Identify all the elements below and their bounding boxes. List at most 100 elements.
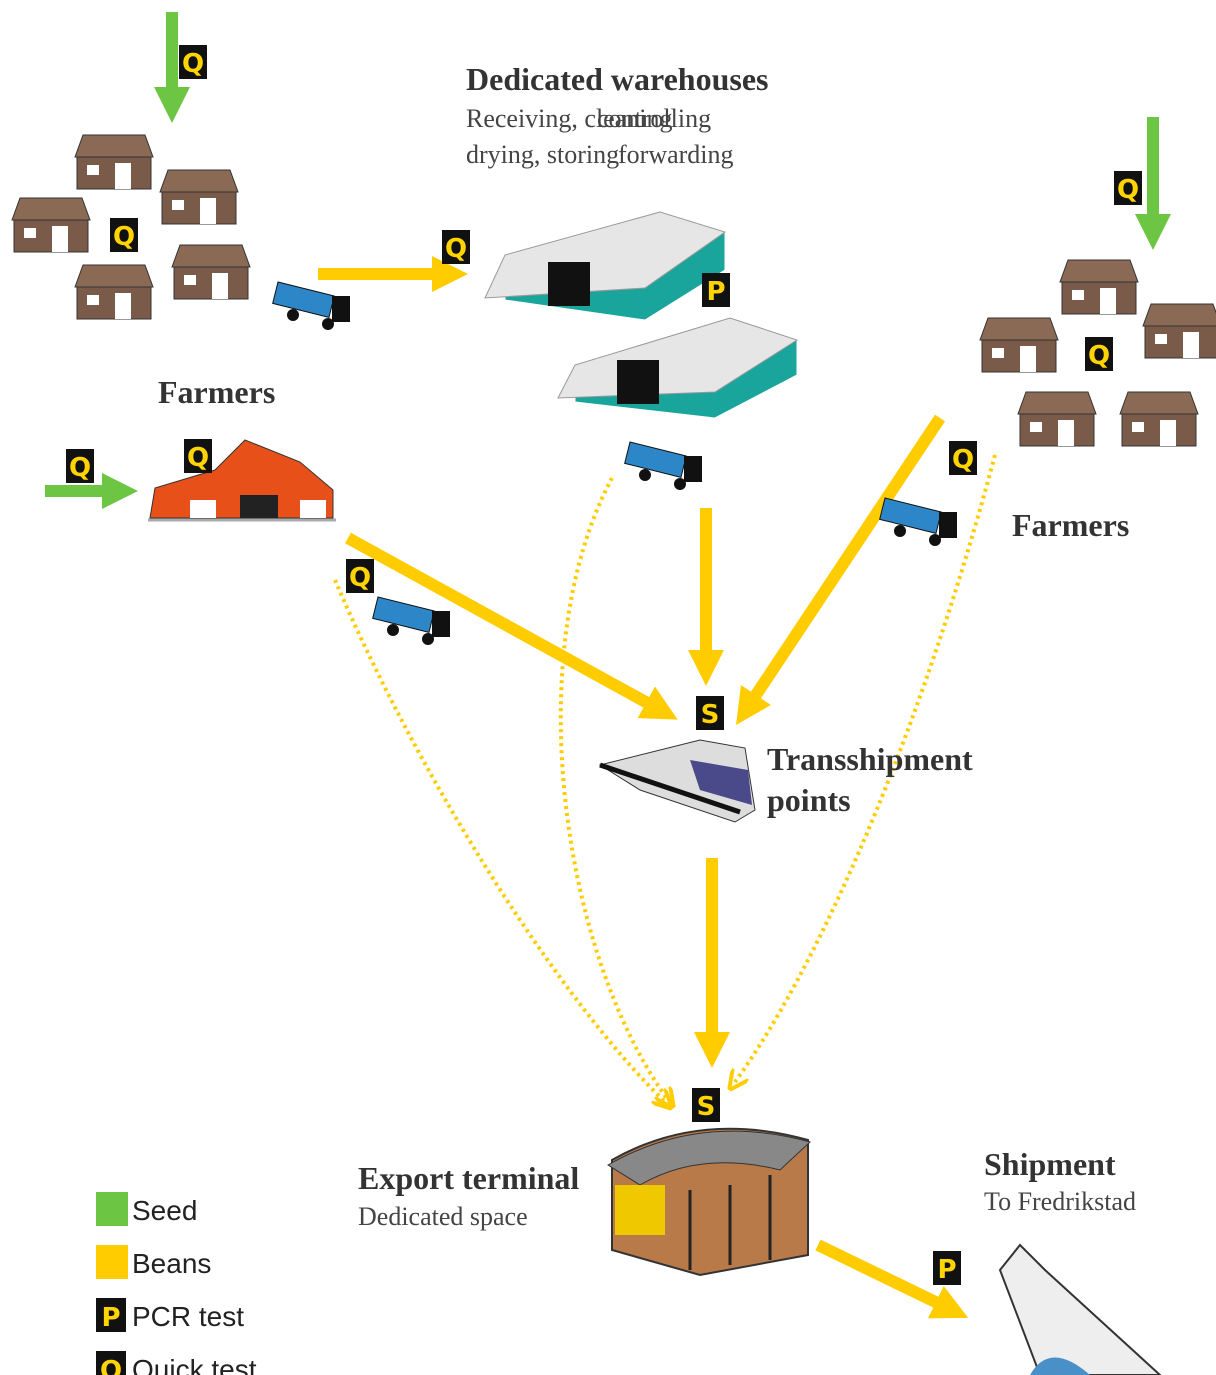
door <box>200 198 216 224</box>
export-terminal <box>608 1129 810 1275</box>
roof <box>980 318 1058 340</box>
marker-label: Q <box>1088 341 1110 371</box>
legend-label: Quick test <box>132 1354 257 1375</box>
house <box>172 245 250 299</box>
door <box>1100 288 1116 314</box>
house <box>12 198 90 252</box>
marker-label: Q <box>113 222 135 252</box>
marker-label: Q <box>349 563 371 593</box>
roof <box>75 265 153 287</box>
warehouse-text: forwarding <box>618 140 734 169</box>
legend-symbol: P <box>101 1303 120 1333</box>
truck-body <box>273 282 335 317</box>
door <box>1160 420 1176 446</box>
warehouse-title: Dedicated warehouses <box>466 61 769 97</box>
farmers-label: Farmers <box>158 374 275 410</box>
wheel <box>322 318 334 330</box>
legend-swatch <box>96 1245 128 1279</box>
house <box>75 135 153 189</box>
door <box>1020 346 1036 372</box>
marker-label: S <box>697 1092 716 1122</box>
diagram: Dedicated warehouses Receiving, cleaning… <box>0 0 1216 1375</box>
roof <box>75 135 153 157</box>
marker-label: Q <box>182 49 204 79</box>
marker-label: Q <box>69 453 91 483</box>
house <box>1120 392 1198 446</box>
shipment-subtitle: To Fredrikstad <box>984 1187 1136 1216</box>
warehouse <box>485 212 725 320</box>
house <box>1143 304 1216 358</box>
roof <box>1018 392 1096 414</box>
terminal-subtitle: Dedicated space <box>358 1202 528 1231</box>
window <box>1030 422 1042 432</box>
truck-cab <box>684 456 702 482</box>
roof <box>172 245 250 267</box>
marker-label: S <box>701 700 720 730</box>
legend-swatch <box>96 1192 128 1226</box>
barn <box>148 440 336 520</box>
door <box>115 293 131 319</box>
marker-label: Q <box>1117 175 1139 205</box>
truck <box>625 442 702 490</box>
wheel <box>674 478 686 490</box>
truck <box>373 597 450 645</box>
window <box>87 165 99 175</box>
house <box>1060 260 1138 314</box>
roof <box>12 198 90 220</box>
truck-body <box>625 442 687 477</box>
marker-label: Q <box>952 445 974 475</box>
truck <box>880 498 957 546</box>
truck-cab <box>939 512 957 538</box>
terminal-title: Export terminal <box>358 1160 579 1196</box>
house <box>980 318 1058 372</box>
farmers-label: Farmers <box>1012 507 1129 543</box>
house <box>160 170 238 224</box>
window <box>24 228 36 238</box>
house <box>1018 392 1096 446</box>
wheel <box>422 633 434 645</box>
door <box>52 226 68 252</box>
ship <box>1000 1245 1160 1375</box>
warehouse <box>558 318 797 418</box>
wheel <box>639 469 651 481</box>
warehouse-text: drying, storing <box>466 140 619 169</box>
window <box>1132 422 1144 432</box>
roof <box>1060 260 1138 282</box>
legend: Seed Beans P PCR test Q Quick test <box>96 1192 257 1375</box>
wheel <box>894 525 906 537</box>
legend-label: PCR test <box>132 1301 244 1332</box>
door <box>212 273 228 299</box>
door <box>1058 420 1074 446</box>
window <box>1155 334 1167 344</box>
marker-label: Q <box>187 443 209 473</box>
door <box>1183 332 1199 358</box>
house <box>75 265 153 319</box>
roof <box>1143 304 1216 326</box>
train <box>600 740 755 822</box>
marker-label: Q <box>445 234 467 264</box>
transshipment-label: points <box>767 782 851 818</box>
roof <box>1120 392 1198 414</box>
legend-symbol: Q <box>100 1356 122 1375</box>
truck <box>273 282 350 330</box>
marker-label: P <box>937 1255 956 1285</box>
window <box>1072 290 1084 300</box>
shipment-title: Shipment <box>984 1146 1116 1182</box>
marker-label: P <box>706 277 725 307</box>
wheel <box>387 624 399 636</box>
legend-label: Beans <box>132 1248 211 1279</box>
window <box>172 200 184 210</box>
door <box>115 163 131 189</box>
warehouse-text: controlling <box>597 104 711 133</box>
window <box>184 275 196 285</box>
wheel <box>929 534 941 546</box>
truck-cab <box>432 611 450 637</box>
truck-cab <box>332 296 350 322</box>
wheel <box>287 309 299 321</box>
legend-label: Seed <box>132 1195 197 1226</box>
roof <box>160 170 238 192</box>
window <box>992 348 1004 358</box>
truck-body <box>880 498 942 533</box>
transshipment-label: Transshipment <box>767 741 973 777</box>
window <box>87 295 99 305</box>
